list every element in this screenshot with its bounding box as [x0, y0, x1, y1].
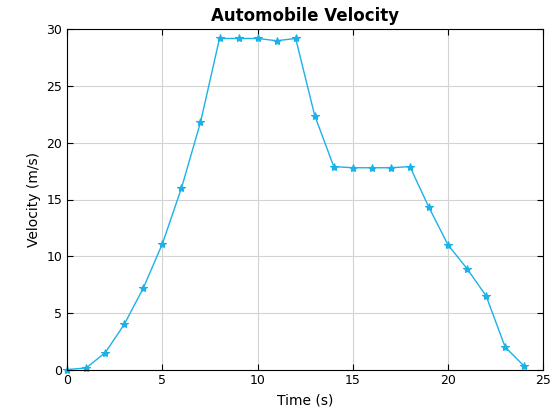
Title: Automobile Velocity: Automobile Velocity	[211, 7, 399, 25]
X-axis label: Time (s): Time (s)	[277, 393, 333, 407]
Y-axis label: Velocity (m/s): Velocity (m/s)	[27, 152, 41, 247]
